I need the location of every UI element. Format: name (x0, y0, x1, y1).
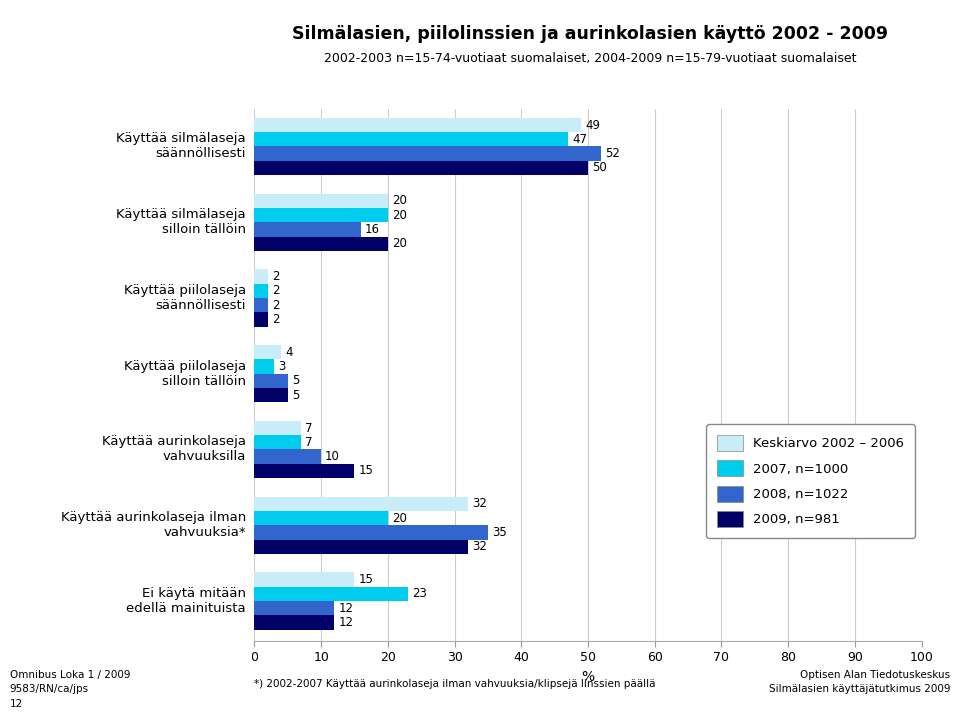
Text: 7: 7 (305, 436, 313, 449)
Text: 12: 12 (339, 602, 353, 615)
Text: 2: 2 (272, 313, 279, 326)
Bar (254, 511, 388, 525)
Text: 47: 47 (572, 132, 587, 146)
Text: 5: 5 (292, 389, 300, 402)
Bar (254, 573, 354, 586)
Bar (254, 421, 301, 435)
X-axis label: %: % (582, 670, 594, 683)
Bar (254, 269, 268, 284)
Bar (254, 374, 288, 388)
Bar (254, 146, 601, 161)
Bar (254, 118, 582, 132)
Bar (254, 359, 275, 374)
Bar (254, 601, 334, 615)
Text: 20: 20 (392, 512, 407, 525)
Text: 35: 35 (492, 526, 507, 539)
Text: 32: 32 (472, 497, 487, 510)
Text: 15: 15 (358, 573, 373, 586)
Bar (254, 586, 408, 601)
Bar (254, 450, 321, 464)
Text: 2: 2 (272, 298, 279, 311)
Text: 12: 12 (339, 616, 353, 629)
Text: Omnibus Loka 1 / 2009: Omnibus Loka 1 / 2009 (10, 670, 131, 680)
Text: 49: 49 (586, 119, 600, 132)
Bar (254, 161, 588, 175)
Bar (254, 298, 268, 312)
Bar (254, 435, 301, 450)
Text: Silmälasien käyttäjätutkimus 2009: Silmälasien käyttäjätutkimus 2009 (769, 684, 950, 694)
Bar (254, 539, 468, 554)
Text: 5: 5 (292, 374, 300, 387)
Bar (254, 237, 388, 251)
Text: 3: 3 (278, 360, 286, 373)
Text: Silmälasien, piilolinssien ja aurinkolasien käyttö 2002 - 2009: Silmälasien, piilolinssien ja aurinkolas… (293, 25, 888, 43)
Bar (254, 525, 488, 539)
Text: 50: 50 (592, 161, 607, 174)
Bar (254, 222, 361, 237)
Bar (254, 208, 388, 222)
Bar (254, 388, 288, 403)
Bar (254, 193, 388, 208)
Bar (254, 615, 334, 630)
Text: 52: 52 (606, 147, 620, 160)
Text: 15: 15 (358, 465, 373, 477)
Text: 16: 16 (365, 223, 380, 236)
Text: 20: 20 (392, 237, 407, 251)
Bar (254, 284, 268, 298)
Text: 20: 20 (392, 194, 407, 207)
Bar (254, 464, 354, 478)
Text: Optisen Alan Tiedotuskeskus: Optisen Alan Tiedotuskeskus (801, 670, 950, 680)
Text: 7: 7 (305, 421, 313, 434)
Legend: Keskiarvo 2002 – 2006, 2007, n=1000, 2008, n=1022, 2009, n=981: Keskiarvo 2002 – 2006, 2007, n=1000, 200… (706, 424, 915, 538)
Text: taloustutkimus oy: taloustutkimus oy (34, 40, 240, 59)
Text: 10: 10 (325, 450, 340, 463)
Text: 12: 12 (10, 699, 23, 709)
Text: 23: 23 (412, 587, 427, 600)
Bar (254, 497, 468, 511)
Text: *) 2002-2007 Käyttää aurinkolaseja ilman vahvuuksia/klipsejä linssien päällä: *) 2002-2007 Käyttää aurinkolaseja ilman… (254, 679, 656, 689)
Text: 2: 2 (272, 270, 279, 283)
Text: 2: 2 (272, 285, 279, 298)
Text: 2002-2003 n=15-74-vuotiaat suomalaiset, 2004-2009 n=15-79-vuotiaat suomalaiset: 2002-2003 n=15-74-vuotiaat suomalaiset, … (324, 52, 856, 65)
Bar (254, 345, 281, 359)
Text: 9583/RN/ca/jps: 9583/RN/ca/jps (10, 684, 88, 694)
Text: 20: 20 (392, 209, 407, 222)
Bar (254, 312, 268, 327)
Bar (254, 132, 568, 146)
Text: 4: 4 (285, 346, 293, 359)
Text: 32: 32 (472, 540, 487, 553)
